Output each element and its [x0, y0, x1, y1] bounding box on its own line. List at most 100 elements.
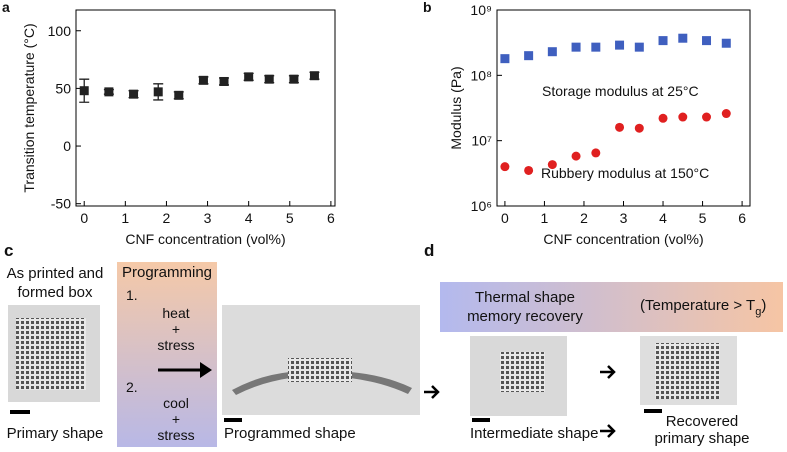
- photo-box: [16, 318, 86, 390]
- step-number: 2.: [126, 379, 138, 395]
- step-text: heat: [162, 305, 189, 321]
- arrow: [600, 365, 616, 379]
- series-label: Rubbery modulus at 150°C: [541, 165, 709, 181]
- point: [547, 47, 557, 57]
- caption: Programmed shape: [224, 425, 356, 442]
- step-text: +: [172, 411, 180, 427]
- x-tick-label: 0: [501, 210, 509, 226]
- point: [524, 165, 534, 175]
- y-axis-label: Modulus (Pa): [448, 66, 464, 149]
- point: [79, 86, 89, 96]
- point: [153, 87, 163, 97]
- point: [658, 36, 668, 46]
- caption: formed box: [17, 284, 93, 301]
- point: [591, 42, 601, 52]
- series-label: Storage modulus at 25°C: [542, 83, 699, 99]
- point: [174, 90, 184, 100]
- y-axis-label: Transition temperature (°C): [21, 23, 37, 192]
- photo-box: [655, 343, 720, 399]
- y-tick-label: 10⁹: [470, 2, 492, 18]
- y-tick-label: 10⁸: [471, 67, 493, 83]
- plot-frame: [75, 9, 336, 207]
- point: [678, 33, 688, 43]
- y-tick-label: -50: [51, 196, 71, 212]
- point: [615, 122, 625, 132]
- point: [129, 89, 139, 99]
- point: [500, 54, 510, 64]
- photo-strip: [232, 372, 412, 395]
- condition-end: ): [761, 297, 766, 314]
- y-tick-label: 50: [55, 80, 71, 96]
- photo-box: [500, 352, 545, 392]
- scale-bar: [10, 410, 30, 414]
- arrow-head: [200, 362, 212, 378]
- point: [571, 151, 581, 161]
- point: [571, 42, 581, 52]
- x-tick-label: 2: [163, 210, 171, 226]
- recovery-box: [440, 282, 783, 332]
- arrow: [424, 385, 440, 399]
- point: [615, 40, 625, 50]
- x-tick-label: 6: [738, 210, 746, 226]
- scale-bar: [472, 418, 490, 422]
- x-tick-label: 3: [620, 210, 628, 226]
- step-number: 1.: [126, 287, 138, 303]
- x-tick-label: 4: [659, 210, 667, 226]
- y-tick-label: 10⁶: [471, 198, 492, 214]
- arrow: [600, 424, 616, 438]
- x-tick-label: 1: [541, 210, 549, 226]
- x-tick-label: 6: [327, 210, 335, 226]
- step-text: stress: [157, 337, 194, 353]
- condition-text: (Temperature > T: [640, 297, 755, 314]
- condition-sub: g: [755, 306, 761, 318]
- point: [721, 38, 731, 48]
- x-tick-label: 5: [286, 210, 294, 226]
- point: [678, 112, 688, 122]
- panel-letter: c: [4, 241, 13, 260]
- y-tick-label: 10⁷: [471, 133, 492, 149]
- x-axis-label: CNF concentration (vol%): [543, 231, 703, 247]
- point: [289, 74, 299, 84]
- scale-bar: [644, 409, 662, 413]
- x-tick-label: 5: [699, 210, 707, 226]
- y-tick-label: 0: [63, 138, 71, 154]
- point: [309, 71, 319, 81]
- point: [634, 42, 644, 52]
- y-tick-label: 100: [48, 23, 72, 39]
- point: [721, 109, 731, 119]
- photo-box: [288, 358, 352, 382]
- step-text: cool: [163, 395, 189, 411]
- recovery-title: Thermal shape: [475, 289, 575, 306]
- caption: primary shape: [654, 430, 749, 447]
- x-tick-label: 2: [580, 210, 588, 226]
- point: [591, 148, 601, 158]
- point: [547, 160, 557, 170]
- x-tick-label: 4: [245, 210, 253, 226]
- panel-letter: d: [424, 241, 434, 260]
- point: [702, 36, 712, 46]
- step-text: +: [172, 321, 180, 337]
- x-tick-label: 3: [204, 210, 212, 226]
- point: [524, 51, 534, 61]
- point: [264, 74, 274, 84]
- point: [702, 112, 712, 122]
- step-text: stress: [157, 427, 194, 443]
- caption: Intermediate shape: [470, 425, 598, 442]
- point: [634, 123, 644, 133]
- programming-box: [117, 262, 217, 447]
- point: [500, 162, 510, 172]
- x-axis-label: CNF concentration (vol%): [125, 231, 285, 247]
- panel-letter: b: [423, 0, 432, 15]
- programming-title: Programming: [122, 264, 212, 281]
- point: [244, 72, 254, 82]
- point: [219, 76, 229, 86]
- point: [104, 87, 114, 97]
- point: [658, 113, 668, 123]
- condition: (Temperature > Tg): [640, 297, 766, 318]
- point: [198, 75, 208, 85]
- panel-letter: a: [2, 0, 10, 15]
- caption: Recovered: [666, 413, 739, 430]
- x-tick-label: 1: [121, 210, 129, 226]
- caption: As printed and: [7, 265, 104, 282]
